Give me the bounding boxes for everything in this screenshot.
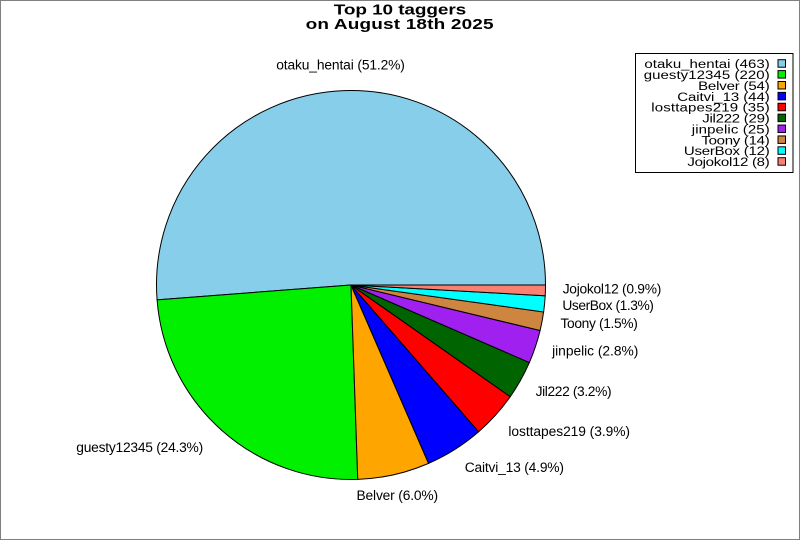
svg-text:otaku_hentai (51.2%): otaku_hentai (51.2%) [276,57,405,72]
svg-text:guesty12345 (220): guesty12345 (220) [644,68,770,81]
svg-text:guesty12345 (24.3%): guesty12345 (24.3%) [76,440,203,455]
svg-text:Belver (6.0%): Belver (6.0%) [357,488,439,503]
svg-text:Jojokol12 (8): Jojokol12 (8) [687,155,769,168]
svg-text:Toony (14): Toony (14) [701,134,769,147]
svg-text:Caitvi_13 (44): Caitvi_13 (44) [677,90,770,103]
svg-text:Top 10 taggers: Top 10 taggers [334,2,466,18]
svg-text:Belver (54): Belver (54) [698,79,770,92]
svg-text:on August 18th 2025: on August 18th 2025 [306,16,494,32]
svg-text:losttapes219 (3.9%): losttapes219 (3.9%) [508,424,630,439]
svg-text:Jojokol12 (0.9%): Jojokol12 (0.9%) [563,282,662,297]
svg-text:otaku_hentai (463): otaku_hentai (463) [644,57,769,70]
svg-text:jinpelic (2.8%): jinpelic (2.8%) [551,344,638,359]
svg-text:UserBox (1.3%): UserBox (1.3%) [562,298,653,313]
svg-text:losttapes219 (35): losttapes219 (35) [651,101,769,114]
svg-text:Toony (1.5%): Toony (1.5%) [561,316,638,331]
svg-text:Caitvi_13 (4.9%): Caitvi_13 (4.9%) [465,460,564,475]
svg-text:jinpelic (25): jinpelic (25) [691,123,770,136]
svg-text:UserBox (12): UserBox (12) [684,144,770,157]
svg-text:Jil222 (3.2%): Jil222 (3.2%) [536,384,612,399]
svg-text:Jil222 (29): Jil222 (29) [702,112,770,125]
